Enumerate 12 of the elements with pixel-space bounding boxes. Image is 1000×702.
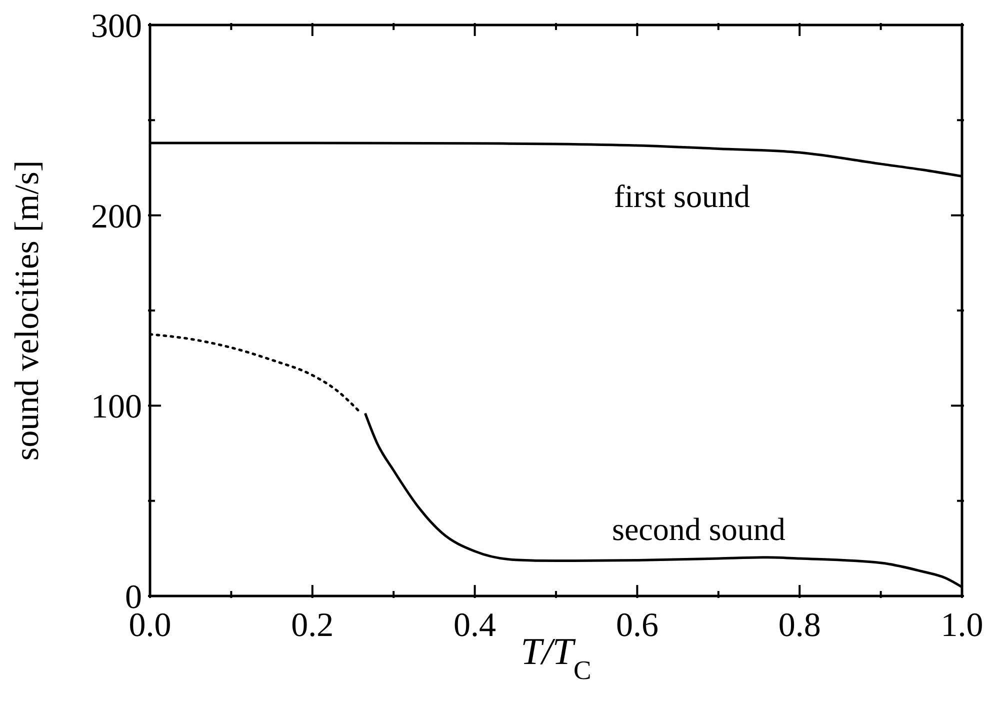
y-tick-label: 200 [91,198,142,236]
x-axis-title: T/T$_{C}$ [520,631,592,685]
y-tick-label: 100 [91,388,142,426]
y-tick-label: 300 [91,8,142,45]
x-tick-label: 0.2 [291,607,334,644]
x-tick-label: 0.6 [616,607,658,644]
x-tick-label: 1.0 [940,607,984,644]
annotation: second sound [612,511,786,547]
annotation: first sound [614,178,750,214]
x-tick-label: 0.4 [454,607,496,644]
x-tick-label: 0.8 [778,607,821,644]
y-axis-title: sound velocities [m/s] [9,160,46,461]
